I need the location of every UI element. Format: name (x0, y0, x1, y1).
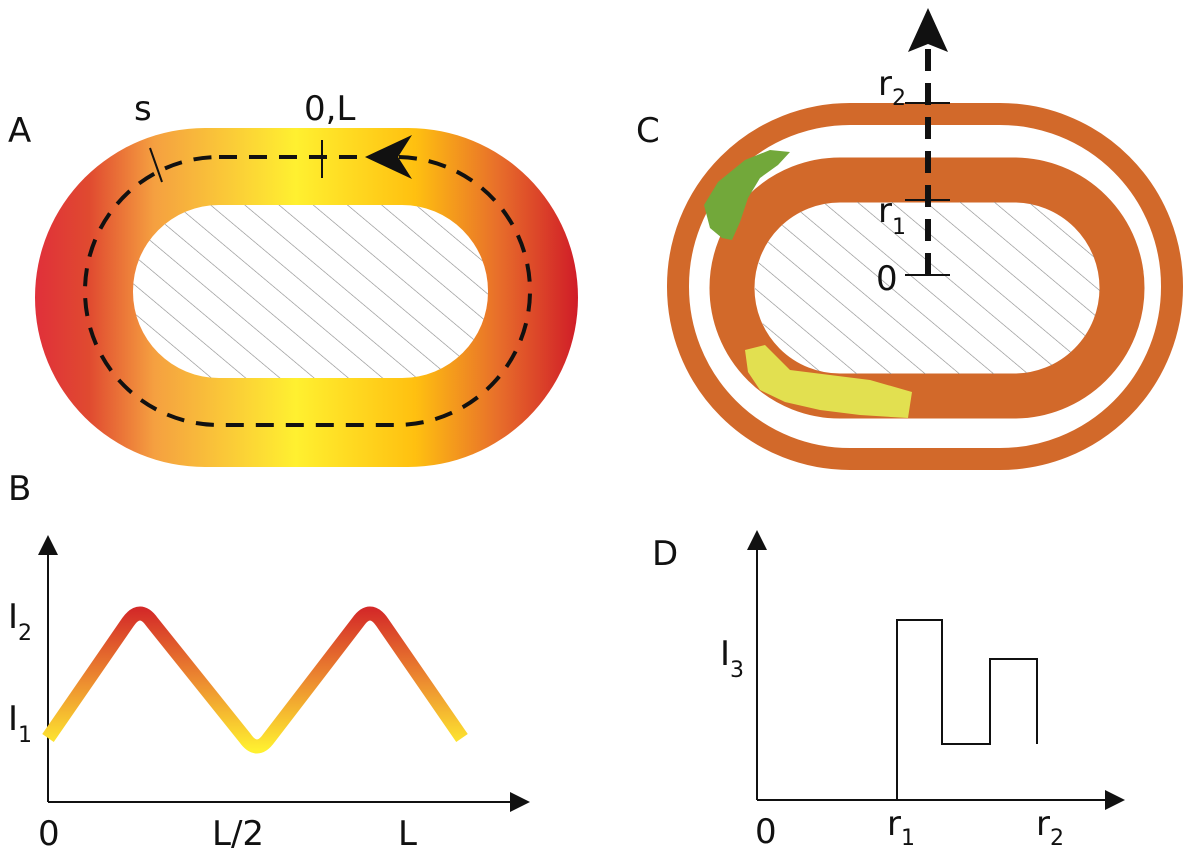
label: I3 (720, 634, 744, 683)
panel-letter: B (8, 469, 31, 509)
panel-letter: C (636, 111, 660, 151)
label: 0 (876, 259, 898, 299)
profile (896, 619, 1038, 800)
label: 0 (755, 812, 777, 850)
yellow-patch (745, 345, 912, 418)
label: L (398, 814, 417, 850)
hatch (133, 205, 488, 378)
label: r2 (1036, 804, 1064, 850)
tick (149, 147, 163, 183)
inner-ring (709, 157, 1145, 419)
label: r2 (878, 64, 906, 111)
label: I2 (8, 597, 32, 646)
label: 0,L (304, 89, 355, 129)
label: r1 (887, 804, 915, 850)
label: s (134, 89, 152, 129)
arrow-head (908, 8, 948, 52)
intensity-curve (42, 606, 468, 754)
panel-letter: D (652, 534, 678, 574)
label: I1 (8, 699, 32, 748)
hatch (755, 202, 1100, 374)
green-patch (704, 150, 790, 240)
panel-letter: A (8, 111, 31, 151)
outer-ring (667, 103, 1183, 470)
label: 0 (38, 814, 60, 850)
direction-arrow (365, 135, 412, 179)
label: r1 (878, 191, 906, 240)
label: L/2 (212, 814, 264, 850)
